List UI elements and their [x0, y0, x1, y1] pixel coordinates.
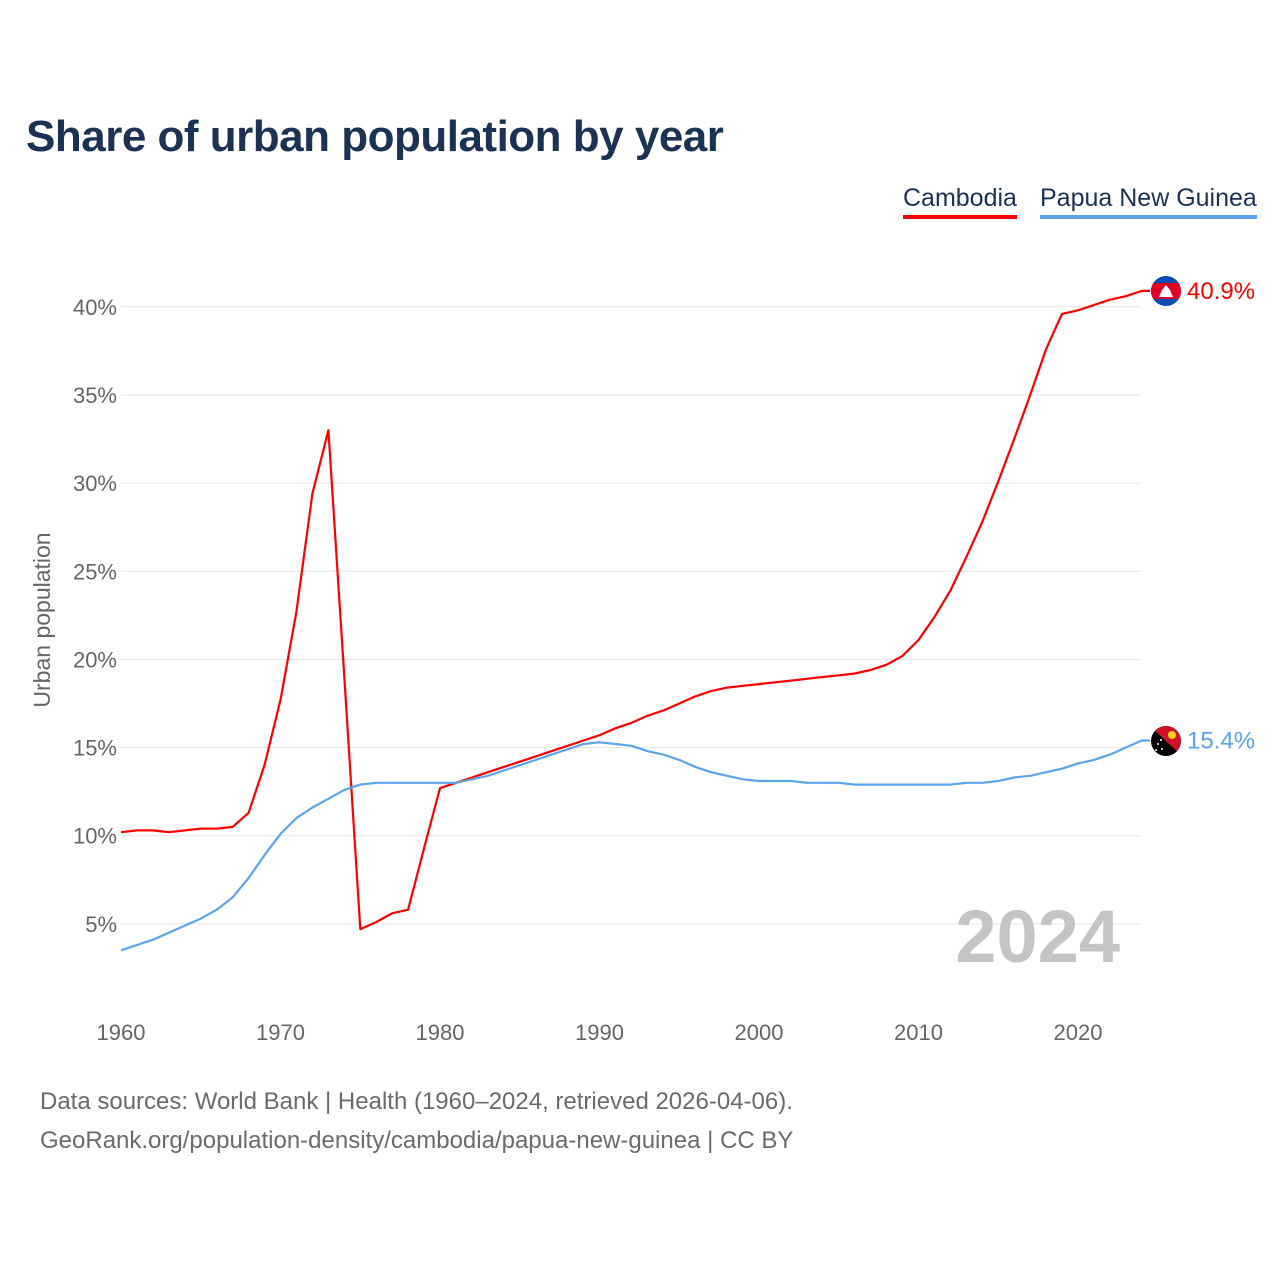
y-tick-label: 35% — [73, 383, 117, 408]
y-tick-label: 30% — [73, 471, 117, 496]
papua-new-guinea-flag-icon — [1151, 726, 1181, 756]
x-tick-label: 2020 — [1054, 1020, 1103, 1045]
y-tick-label: 25% — [73, 559, 117, 584]
series-line-cambodia — [120, 289, 1150, 931]
end-value-label: 40.9% — [1187, 278, 1255, 305]
y-tick-label: 40% — [73, 295, 117, 320]
x-tick-label: 2010 — [894, 1020, 943, 1045]
x-tick-label: 1990 — [575, 1020, 624, 1045]
end-value-label: 15.4% — [1187, 727, 1255, 754]
y-tick-label: 15% — [73, 736, 117, 761]
x-tick-label: 1970 — [256, 1020, 305, 1045]
cambodia-flag-icon — [1151, 276, 1181, 306]
legend-cambodia[interactable]: Cambodia — [903, 184, 1017, 219]
x-tick-label: 1960 — [97, 1020, 146, 1045]
y-axis-label: Urban population — [29, 532, 55, 707]
series-line-papua-new-guinea — [120, 739, 1150, 952]
y-tick-label: 10% — [73, 824, 117, 849]
data-source-note: Data sources: World Bank | Health (1960–… — [40, 1088, 793, 1115]
year-watermark: 2024 — [955, 895, 1120, 978]
x-tick-label: 1980 — [416, 1020, 465, 1045]
source-url: GeoRank.org/population-density/cambodia/… — [40, 1127, 794, 1154]
legend-papua-new-guinea[interactable]: Papua New Guinea — [1040, 184, 1257, 219]
y-tick-label: 20% — [73, 647, 117, 672]
chart-title: Share of urban population by year — [26, 112, 724, 161]
x-tick-label: 2000 — [735, 1020, 784, 1045]
y-tick-label: 5% — [85, 912, 117, 937]
